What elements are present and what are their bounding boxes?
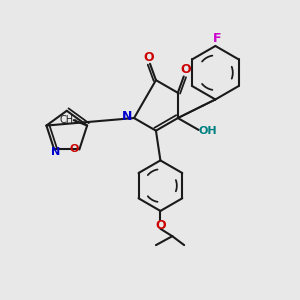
Text: O: O: [180, 63, 190, 76]
Text: O: O: [143, 51, 154, 64]
Text: F: F: [213, 32, 221, 45]
Text: O: O: [69, 145, 79, 154]
Text: OH: OH: [199, 126, 218, 136]
Text: O: O: [155, 219, 166, 232]
Text: CH₃: CH₃: [59, 115, 77, 125]
Text: N: N: [122, 110, 132, 123]
Text: N: N: [51, 148, 60, 158]
